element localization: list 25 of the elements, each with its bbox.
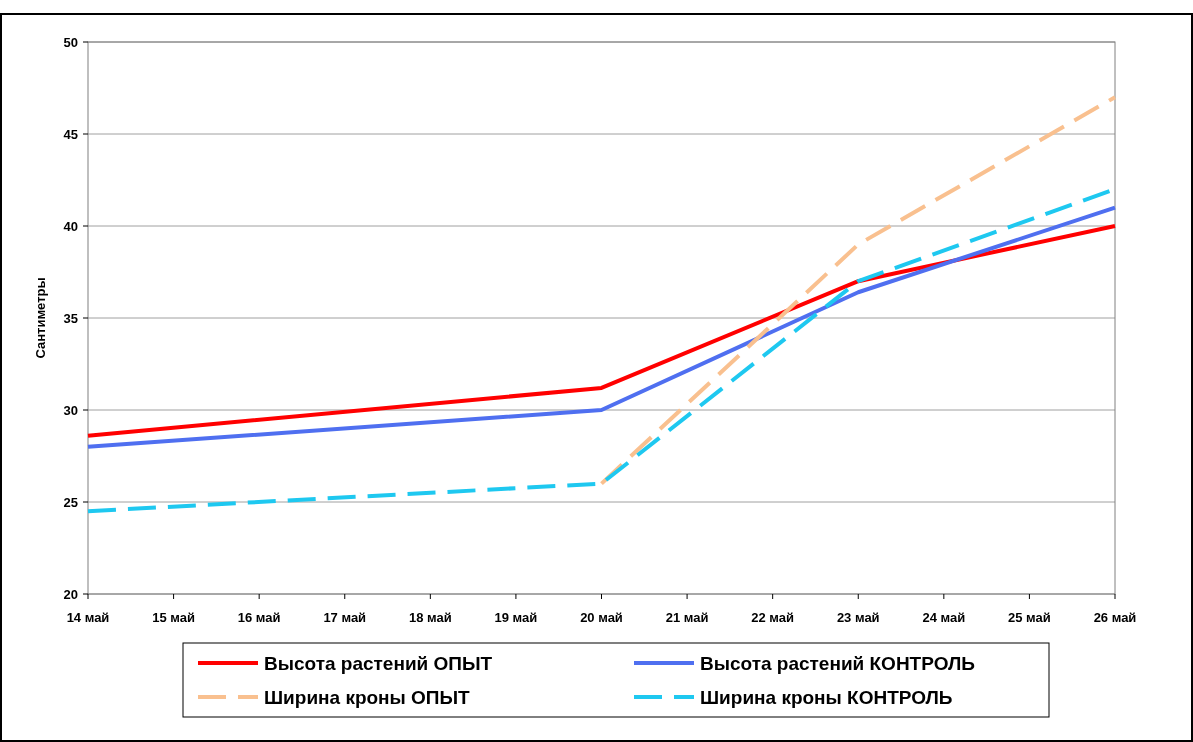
y-tick-label: 20 xyxy=(63,586,78,602)
y-tick-label: 35 xyxy=(63,310,78,326)
x-tick-label: 20 май xyxy=(580,610,623,625)
y-tick-label: 45 xyxy=(63,126,78,142)
x-tick-label: 25 май xyxy=(1008,610,1051,625)
x-tick-label: 26 май xyxy=(1093,610,1137,625)
x-tick-label: 16 май xyxy=(237,610,281,625)
y-tick-label: 30 xyxy=(63,402,78,418)
x-tick-label: 23 май xyxy=(836,610,880,625)
y-tick-label: 50 xyxy=(63,34,78,50)
x-tick-label: 24 май xyxy=(922,610,966,625)
legend-label: Ширина кроны КОНТРОЛЬ xyxy=(700,686,953,708)
x-tick-label: 18 май xyxy=(408,610,452,625)
x-tick-label: 19 май xyxy=(494,610,538,625)
x-tick-label: 22 май xyxy=(751,610,795,625)
x-tick-label: 17 май xyxy=(323,610,367,625)
legend-label: Высота растений ОПЫТ xyxy=(264,652,493,674)
legend-label: Высота растений КОНТРОЛЬ xyxy=(700,652,975,674)
legend-label: Ширина кроны ОПЫТ xyxy=(264,686,471,708)
x-tick-label: 14 май xyxy=(66,610,110,625)
y-tick-label: 40 xyxy=(63,218,78,234)
x-tick-label: 21 май xyxy=(665,610,709,625)
x-tick-label: 15 май xyxy=(152,610,195,625)
y-tick-label: 25 xyxy=(63,494,78,510)
y-axis-title: Сантиметры xyxy=(33,277,48,359)
